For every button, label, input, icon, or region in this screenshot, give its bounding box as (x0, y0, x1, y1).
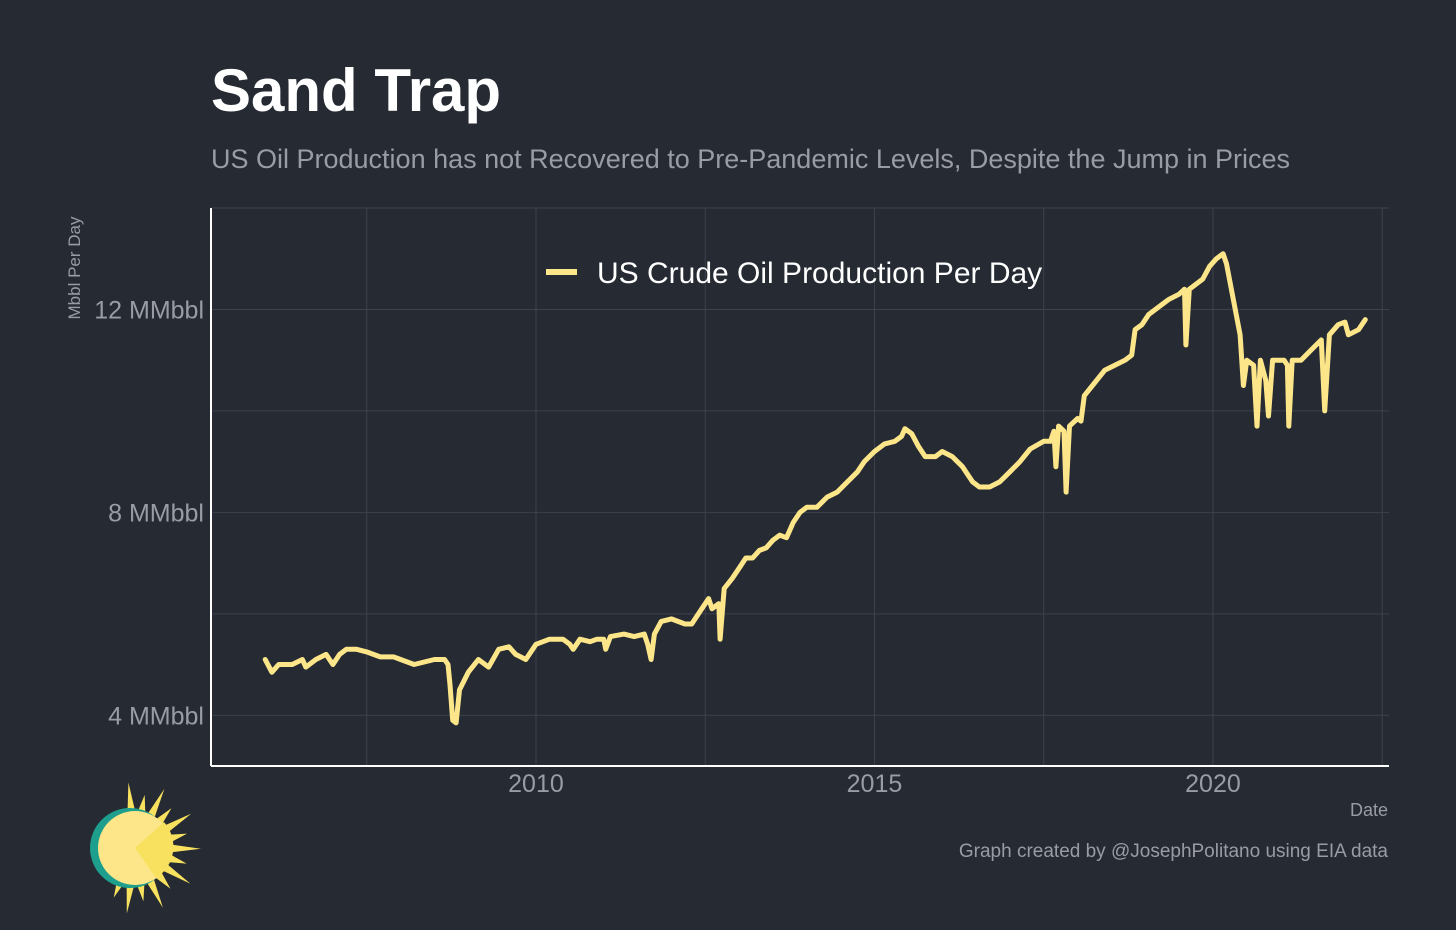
line-chart: 4 MMbbl 8 MMbbl 12 MMbbl 2010 2015 2020 US Cr… (0, 0, 1456, 930)
y-tick-label: 4 MMbbl (108, 702, 204, 730)
series-layer (265, 254, 1365, 723)
y-axis-label: Mbbl Per Day (65, 217, 85, 320)
x-tick-label: 2010 (508, 770, 564, 798)
legend: US Crude Oil Production Per Day (546, 257, 1042, 290)
y-tick-label: 12 MMbbl (94, 296, 204, 324)
x-tick-label: 2020 (1185, 770, 1241, 798)
sun-ray (171, 844, 201, 852)
x-axis-label: Date (1350, 800, 1388, 821)
axes (211, 208, 1389, 766)
legend-label: US Crude Oil Production Per Day (597, 257, 1042, 290)
series-line (265, 254, 1365, 723)
grid (211, 208, 1389, 766)
sun-icon (84, 782, 208, 918)
tick-labels: 4 MMbbl 8 MMbbl 12 MMbbl 2010 2015 2020 (94, 296, 1241, 798)
x-tick-label: 2015 (847, 770, 903, 798)
source-caption: Graph created by @JosephPolitano using E… (959, 841, 1388, 863)
y-tick-label: 8 MMbbl (108, 499, 204, 527)
